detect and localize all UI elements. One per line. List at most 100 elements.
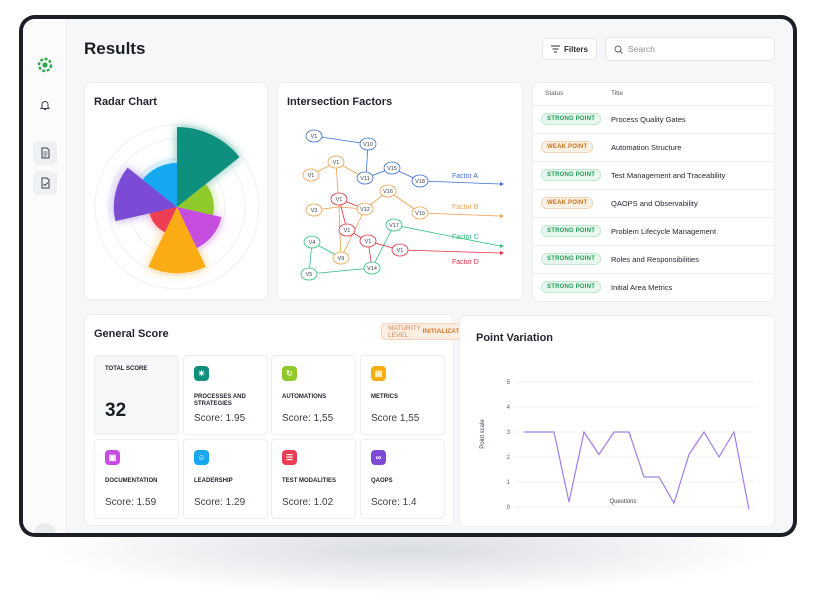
radar-chart: [94, 124, 260, 290]
graph-node-label: V1: [365, 239, 372, 245]
graph-node-label: V3: [311, 208, 318, 214]
status-badge: WEAK POINT: [541, 141, 594, 153]
general-score-title: General Score: [94, 328, 169, 340]
status-cell: STRONG POINT: [533, 161, 611, 190]
score-tile-label: DOCUMENTATION: [105, 478, 158, 484]
series-line: [524, 430, 750, 510]
graph-node-label: V17: [389, 223, 399, 229]
title-cell: Test Management and Traceability: [611, 161, 774, 190]
title-cell: Roles and Responsibilities: [611, 245, 774, 274]
table-row[interactable]: STRONG POINT Roles and Responsibilities: [533, 245, 774, 274]
status-cell: STRONG POINT: [533, 273, 611, 301]
graph-node-label: V1: [333, 160, 340, 166]
graph-node[interactable]: V9: [332, 251, 350, 265]
score-tile-label: PROCESSES AND STRATEGIES: [194, 394, 246, 407]
score-tile[interactable]: ↻ AUTOMATIONS Score: 1,55: [271, 355, 356, 435]
graph-node[interactable]: V15: [383, 161, 401, 175]
status-cell: WEAK POINT: [533, 133, 611, 162]
radar-slice[interactable]: [113, 167, 177, 222]
radar-slice[interactable]: [177, 127, 240, 207]
document-check-icon[interactable]: [33, 171, 57, 195]
graph-node[interactable]: V1: [305, 129, 323, 143]
graph-node[interactable]: V5: [300, 267, 318, 281]
graph-node[interactable]: V3: [305, 203, 323, 217]
graph-node[interactable]: V4: [303, 235, 321, 249]
y-tick-label: 5: [507, 380, 511, 386]
total-score-label: TOTAL SCORE: [105, 366, 148, 372]
radar-slice[interactable]: [177, 207, 222, 249]
graph-node[interactable]: V1: [330, 192, 348, 206]
x-axis-label: Questions: [609, 499, 636, 505]
graph-node[interactable]: V1: [359, 234, 377, 248]
graph-node[interactable]: V10: [359, 137, 377, 151]
table-row[interactable]: STRONG POINT Initial Area Metrics: [533, 273, 774, 301]
list-icon: ☰: [282, 450, 297, 465]
score-tile[interactable]: ▣ DOCUMENTATION Score: 1.59: [94, 439, 179, 519]
status-table-card: Status Title STRONG POINT Process Quality…: [532, 82, 775, 302]
maturity-value: INITIALIZATION: [422, 328, 471, 335]
graph-node[interactable]: V19: [411, 206, 429, 220]
graph-node[interactable]: V1: [391, 243, 409, 257]
status-badge: STRONG POINT: [541, 253, 602, 265]
radar-slice[interactable]: [142, 163, 177, 207]
graph-node[interactable]: V12: [356, 202, 374, 216]
table-row[interactable]: STRONG POINT Test Management and Traceabi…: [533, 161, 774, 190]
search-input[interactable]: [628, 44, 758, 54]
graph-node-label: V18: [415, 179, 425, 185]
status-badge: STRONG POINT: [541, 225, 602, 237]
radar-slice[interactable]: [148, 207, 206, 274]
filters-label: Filters: [563, 44, 588, 54]
bell-icon[interactable]: [33, 93, 57, 117]
graph-node[interactable]: V16: [379, 184, 397, 198]
graph-node-label: V11: [360, 176, 369, 182]
refresh-icon: ↻: [282, 366, 297, 381]
graph-node[interactable]: V1: [302, 168, 320, 182]
graph-node[interactable]: V1: [327, 155, 345, 169]
score-tile-value: Score: 1.02: [282, 497, 334, 508]
factor-c-label: Factor C: [452, 234, 479, 241]
score-tile[interactable]: ☺ LEADERSHIP Score: 1.29: [183, 439, 268, 519]
score-tile[interactable]: ✳ PROCESSES AND STRATEGIES Score: 1.95: [183, 355, 268, 435]
search-icon: [614, 45, 623, 54]
filter-icon: [550, 45, 560, 53]
graph-node[interactable]: V17: [385, 218, 403, 232]
factor-b-label: Factor B: [452, 204, 479, 211]
score-tile-label: LEADERSHIP: [194, 478, 233, 484]
point-variation-chart: 5 4 3 2 1 0 Point scale Questions: [480, 380, 754, 511]
total-score-value: 32: [105, 400, 127, 421]
graph-node-label: V19: [415, 211, 425, 217]
graph-node[interactable]: V1: [338, 223, 356, 237]
status-badge: STRONG POINT: [541, 281, 602, 293]
title-cell: Initial Area Metrics: [611, 273, 774, 301]
score-tile[interactable]: ▤ METRICS Score 1,55: [360, 355, 445, 435]
status-cell: STRONG POINT: [533, 105, 611, 134]
score-tile-label: METRICS: [371, 394, 398, 400]
y-axis-label: Point scale: [480, 419, 486, 449]
status-cell: STRONG POINT: [533, 217, 611, 246]
radar-slice[interactable]: [177, 184, 214, 216]
table-row[interactable]: STRONG POINT Problem Lifecycle Management: [533, 217, 774, 246]
maturity-label: MATURITY LEVEL:: [388, 324, 421, 339]
score-tile[interactable]: ∞ QAOPS Score: 1.4: [360, 439, 445, 519]
table-row[interactable]: WEAK POINT Automation Structure: [533, 133, 774, 162]
table-row[interactable]: WEAK POINT QAOPS and Observability: [533, 189, 774, 218]
document-icon[interactable]: [33, 141, 57, 165]
graph-node[interactable]: V11: [356, 171, 374, 185]
infinity-icon: ∞: [371, 450, 386, 465]
radar-grid-ring: [94, 124, 260, 290]
search-box[interactable]: [605, 37, 775, 61]
filters-button[interactable]: Filters: [542, 38, 597, 60]
score-tile[interactable]: ☰ TEST MODALITIES Score: 1.02: [271, 439, 356, 519]
logo-icon[interactable]: [33, 53, 57, 77]
table-row[interactable]: STRONG POINT Process Quality Gates: [533, 105, 774, 134]
file-icon: ▣: [105, 450, 120, 465]
graph-node-label: V1: [311, 134, 318, 140]
table-header-row: Status Title: [533, 83, 774, 106]
avatar[interactable]: [34, 523, 56, 533]
radar-chart-card: Radar Chart: [84, 82, 268, 300]
graph-node[interactable]: V14: [363, 261, 381, 275]
graph-node[interactable]: V18: [411, 174, 429, 188]
radar-slice[interactable]: [149, 207, 177, 233]
status-table: Status Title STRONG POINT Process Quality…: [533, 83, 774, 301]
score-tile-value: Score: 1.29: [194, 497, 246, 508]
